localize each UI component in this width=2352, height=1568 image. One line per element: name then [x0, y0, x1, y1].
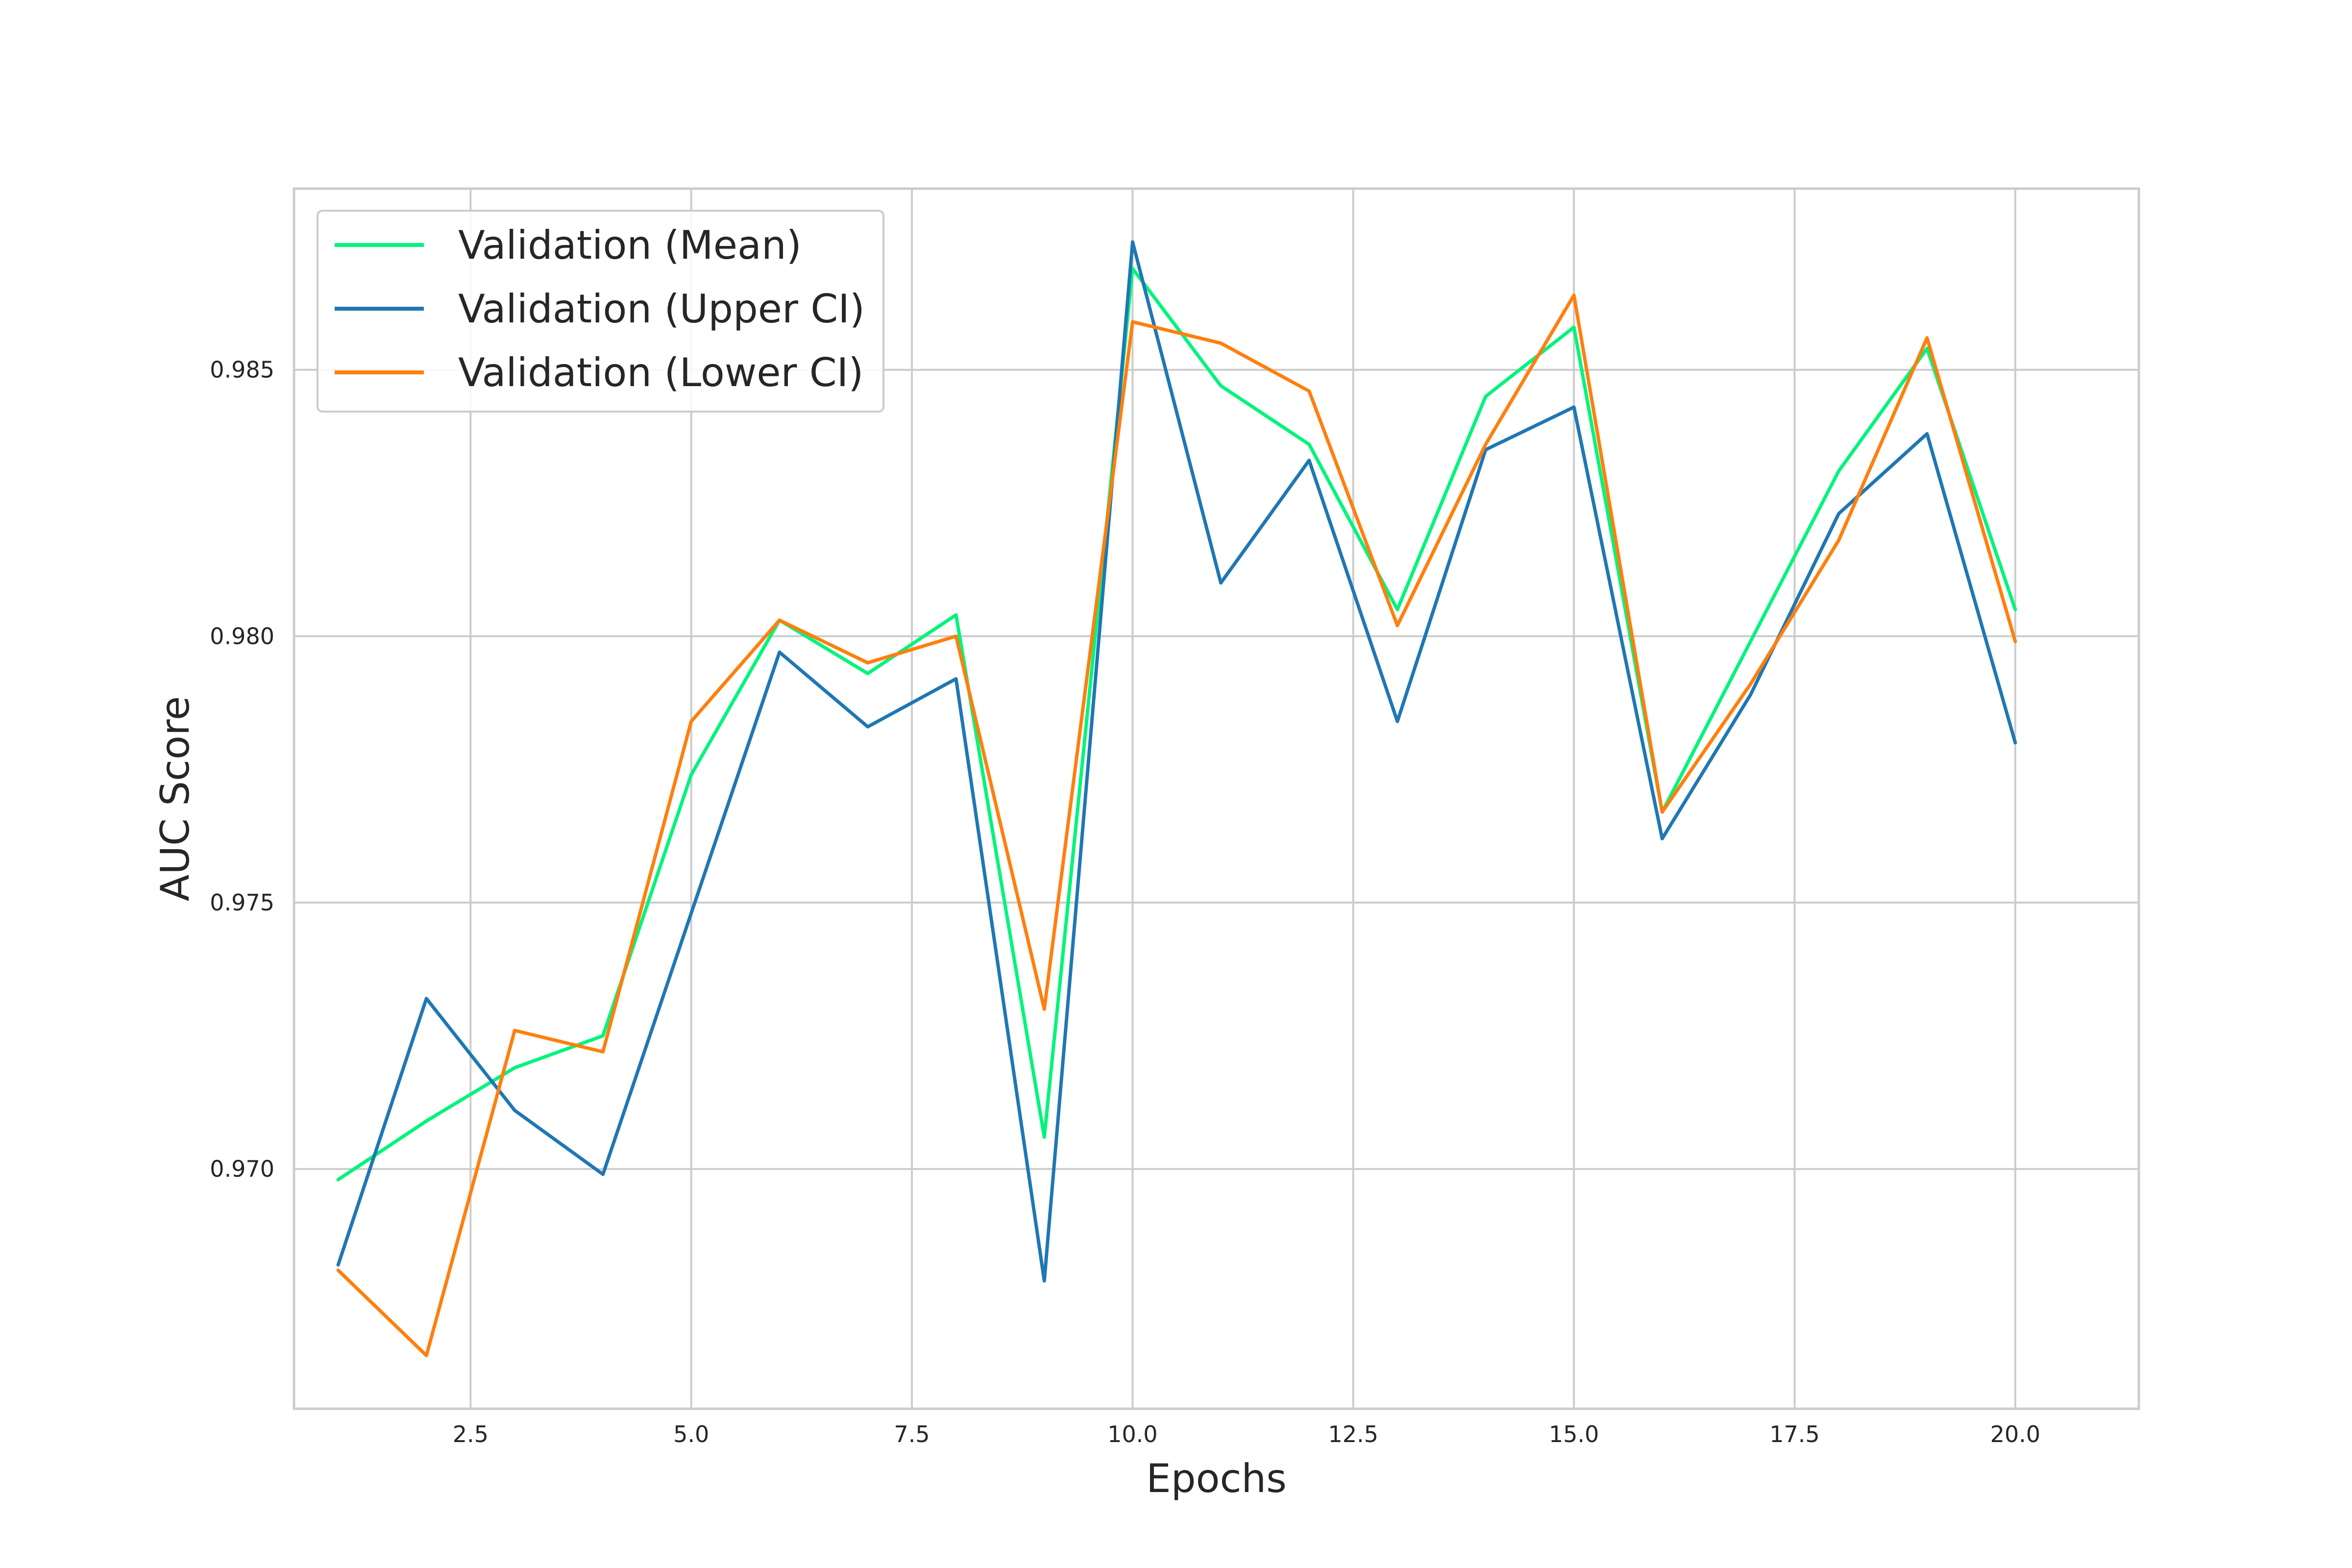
- plot-frame: [293, 187, 2140, 1410]
- legend-items: Validation (Mean) Validation (Upper CI) Va…: [335, 222, 865, 395]
- x-tick-label: 17.5: [1769, 1421, 1819, 1447]
- y-tick-label: 0.975: [210, 889, 274, 916]
- x-tick-label: 2.5: [453, 1421, 489, 1447]
- x-tick-label: 5.0: [673, 1421, 709, 1447]
- y-tick-label: 0.970: [210, 1156, 274, 1182]
- x-tick-label: 10.0: [1107, 1421, 1157, 1447]
- x-tick-label: 12.5: [1328, 1421, 1378, 1447]
- x-tick-label: 15.0: [1549, 1421, 1599, 1447]
- legend-label: Validation (Lower CI): [458, 350, 863, 395]
- legend-label: Validation (Upper CI): [458, 286, 865, 332]
- y-axis-title: AUC Score: [152, 696, 198, 902]
- series-lines: [336, 240, 2017, 1357]
- legend: Validation (Mean) Validation (Upper CI) Va…: [317, 210, 884, 413]
- y-tick-label: 0.985: [210, 357, 274, 383]
- legend-label: Validation (Mean): [458, 222, 802, 268]
- grid: [294, 189, 2139, 1409]
- series-line-3: [336, 294, 2017, 1357]
- x-tick-label: 20.0: [1990, 1421, 2040, 1447]
- series-line-2: [336, 240, 2017, 1283]
- legend-box: [317, 210, 884, 413]
- y-tick-label: 0.980: [210, 623, 274, 649]
- x-tick-label: 7.5: [894, 1421, 930, 1447]
- x-axis-title: Epochs: [1146, 1456, 1287, 1501]
- tick-labels: 2.5 5.0 7.5 10.0 12.5 15.0 17.5 20.0 0.970 0.975 0…: [210, 357, 2040, 1447]
